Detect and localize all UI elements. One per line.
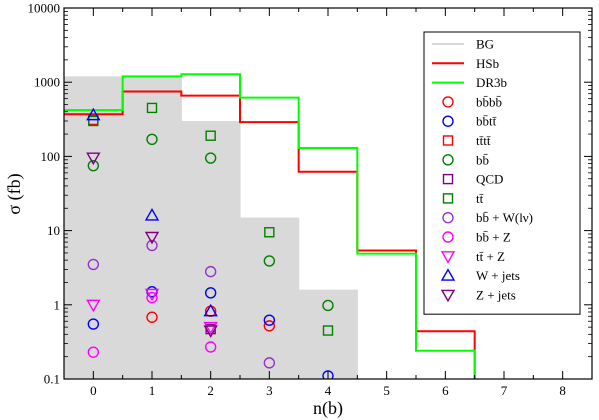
legend-swatch [442,211,454,224]
data-point [322,370,334,379]
data-point [86,107,101,121]
x-tick-label: 5 [383,383,390,398]
legend-swatch [442,231,454,243]
data-point [146,239,158,252]
data-point [144,231,160,245]
data-point [86,299,101,313]
legend-label: bb̄bb̄ [476,94,502,109]
legend-label: bb̄tt̄ [476,114,497,129]
bg-bar [64,76,124,379]
legend: BG HSb DR3b bb̄bb̄ bb̄tt̄ tt̄tt̄ bb̄ QCD tt̄ bb̄ … [423,31,581,315]
y-tick-label: 0.1 [44,372,60,387]
x-tick-label: 4 [325,383,332,398]
step-dr3b [64,73,476,379]
data-point [263,357,276,369]
legend-label: DR3b [476,75,507,90]
legend-label: QCD [476,172,503,187]
y-axis-label: σ (fb) [4,173,25,214]
legend-swatch [442,135,454,146]
x-tick-label: 0 [90,383,97,398]
data-point [203,321,218,335]
bg-bar [240,217,300,379]
legend-label: bb̄ + W(lν) [476,210,533,225]
data-point [146,291,158,304]
x-tick-label: 2 [207,383,214,398]
bg-bar [122,76,182,379]
legend-swatch [442,154,454,166]
data-point [322,325,334,336]
legend-label: tt̄ + Z [476,249,505,264]
legend-label: W + jets [476,268,520,283]
legend-label: Z + jets [476,287,516,302]
y-tick-label: 10 [47,223,60,238]
legend-swatch [442,173,454,185]
x-tick-label: 1 [149,383,156,398]
data-point [204,287,217,299]
data-point [263,320,276,332]
x-tick-label: 6 [442,383,449,398]
data-point [88,115,99,127]
data-point [264,227,275,238]
legend-label: bb̄ + Z [476,230,511,245]
data-point [144,288,160,302]
data-point [146,311,158,323]
y-tick-label: 10000 [28,1,61,16]
y-tick-label: 1 [54,297,61,312]
data-point [322,299,334,312]
x-tick-label: 8 [559,383,566,398]
legend-swatch [440,289,456,303]
legend-label: HSb [476,56,499,71]
data-point [263,255,276,267]
y-tick-label: 1000 [34,75,60,90]
data-point [87,346,100,358]
data-point [204,265,217,278]
legend-swatch [440,268,456,281]
data-point [146,133,158,146]
data-point [87,159,100,172]
bg-bar [298,289,358,379]
x-tick-label: 7 [501,383,508,398]
data-point [87,318,100,330]
data-point [203,303,218,317]
data-point [204,341,217,353]
y-tick-label: 100 [41,149,61,164]
data-point [144,208,160,221]
data-point [263,314,276,326]
x-tick-label: 3 [266,383,273,398]
data-point [203,325,218,338]
legend-swatch [442,115,454,127]
step-histograms [64,73,476,379]
legend-label: tt̄tt̄ [476,133,491,148]
legend-label: bb̄ [476,152,489,167]
legend-swatch [440,251,456,264]
legend-box [423,31,581,315]
bg-bar [181,120,241,379]
legend-label: BG [476,37,494,52]
data-point [87,258,100,271]
data-point [204,152,217,164]
bg-histogram [64,76,358,379]
data-point [205,130,216,141]
legend-swatch [442,96,454,108]
legend-label: tt̄ [476,191,484,206]
axes: 0 1 2 3 4 5 6 7 8 0.1 1 10 100 1000 10000 [28,1,593,398]
x-axis-label: n(b) [313,398,343,419]
data-point [146,102,158,114]
data-point [86,152,101,166]
legend-swatch [442,193,454,204]
scatter-markers [86,102,334,379]
